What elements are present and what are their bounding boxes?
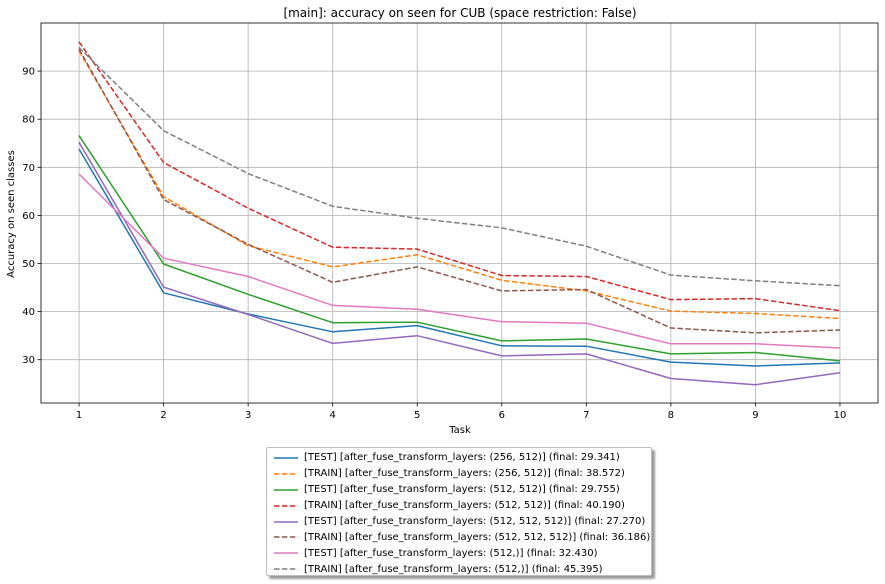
legend-label: [TEST] [after_fuse_transform_layers: (51… (304, 516, 646, 527)
legend-swatch (274, 519, 298, 525)
line-chart: 1 2 3 4 5 6 7 8 9 10 30 40 50 60 70 80 90 [main]: accura… (6, 6, 879, 436)
x-tick-label: 8 (668, 410, 674, 421)
legend-label: [TEST] [after_fuse_transform_layers: (51… (304, 547, 598, 559)
chart-legend: [TEST] [after_fuse_transform_layers: (25… (266, 447, 652, 576)
x-tick-label: 3 (245, 410, 251, 421)
y-tick-label: 30 (22, 355, 35, 366)
axis-ticks: 1 2 3 4 5 6 7 8 9 10 30 40 50 60 70 80 90 (22, 67, 846, 421)
legend-swatch (274, 471, 298, 477)
grid (41, 23, 878, 403)
legend-item: [TEST] [after_fuse_transform_layers: (51… (267, 514, 651, 530)
series-lines (78, 41, 841, 386)
legend-swatch (274, 503, 298, 509)
legend-label: [TRAIN] [after_fuse_transform_layers: (5… (304, 531, 651, 543)
legend-item: [TEST] [after_fuse_transform_layers: (51… (267, 482, 651, 498)
legend-label: [TRAIN] [after_fuse_transform_layers: (5… (304, 563, 603, 575)
series-line-6 (78, 48, 841, 334)
x-tick-label: 6 (499, 410, 505, 421)
y-tick-label: 50 (22, 259, 35, 270)
legend-label: [TEST] [after_fuse_transform_layers: (25… (304, 452, 620, 464)
series-line-7 (78, 173, 841, 349)
legend-item: [TRAIN] [after_fuse_transform_layers: (5… (267, 529, 651, 545)
y-tick-label: 90 (22, 67, 35, 78)
chart-title: [main]: accuracy on seen for CUB (space … (283, 6, 636, 20)
legend-swatch (274, 550, 298, 556)
y-tick-label: 80 (22, 115, 35, 126)
x-tick-label: 9 (752, 410, 758, 421)
plot-frame (40, 22, 879, 404)
series-line-3 (78, 135, 841, 362)
x-axis-label: Task (448, 425, 471, 436)
series-line-4 (78, 41, 841, 312)
legend-label: [TEST] [after_fuse_transform_layers: (51… (304, 484, 620, 496)
x-tick-label: 4 (329, 410, 335, 421)
x-tick-label: 7 (583, 410, 589, 421)
y-tick-label: 70 (22, 163, 35, 174)
legend-item: [TRAIN] [after_fuse_transform_layers: (5… (267, 498, 651, 514)
legend-label: [TRAIN] [after_fuse_transform_layers: (2… (304, 468, 625, 480)
legend-swatch (274, 487, 298, 493)
series-line-1 (78, 148, 841, 367)
legend-item: [TRAIN] [after_fuse_transform_layers: (2… (267, 466, 651, 482)
x-tick-label: 2 (160, 410, 166, 421)
legend-item: [TEST] [after_fuse_transform_layers: (25… (267, 450, 651, 466)
series-line-5 (78, 141, 841, 386)
x-tick-label: 10 (834, 410, 847, 421)
series-line-8 (78, 46, 841, 287)
legend-item: [TEST] [after_fuse_transform_layers: (51… (267, 545, 651, 561)
series-line-2 (78, 50, 841, 320)
legend-swatch (274, 534, 298, 540)
legend-label: [TRAIN] [after_fuse_transform_layers: (5… (304, 500, 625, 512)
x-tick-label: 1 (76, 410, 82, 421)
legend-item: [TRAIN] [after_fuse_transform_layers: (5… (267, 561, 651, 577)
y-tick-label: 60 (22, 211, 35, 222)
y-axis-label: Accuracy on seen classes (6, 150, 17, 278)
x-tick-label: 5 (414, 410, 420, 421)
legend-swatch (274, 566, 298, 572)
y-tick-label: 40 (22, 307, 35, 318)
legend-swatch (274, 455, 298, 461)
